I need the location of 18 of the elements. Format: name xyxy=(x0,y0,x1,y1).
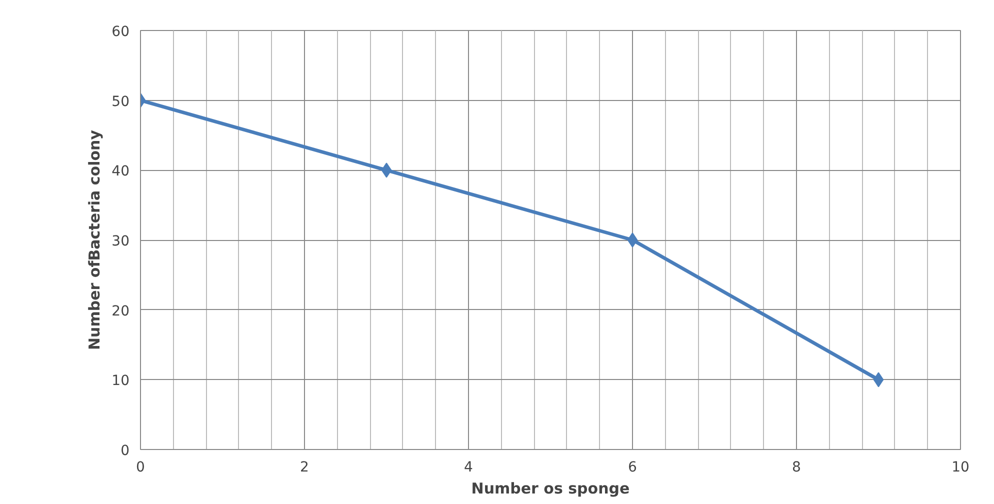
y-tick-label: 20 xyxy=(112,303,130,320)
y-tick-label: 60 xyxy=(112,24,130,40)
x-tick-label: 6 xyxy=(628,460,638,476)
x-axis-title: Number os sponge xyxy=(471,480,630,498)
y-tick-label: 0 xyxy=(120,443,130,459)
point xyxy=(381,162,392,178)
x-tick-label: 4 xyxy=(464,460,474,476)
y-tick-label: 30 xyxy=(112,234,130,250)
x-tick-label: 8 xyxy=(792,460,801,476)
point xyxy=(627,232,638,248)
x-tick-label: 0 xyxy=(136,460,145,476)
x-tick-label: 10 xyxy=(952,460,970,476)
x-tick-label: 2 xyxy=(300,460,309,476)
y-tick-label: 10 xyxy=(112,373,130,390)
y-tick-label: 50 xyxy=(112,94,130,110)
point xyxy=(873,372,884,388)
y-axis-title: Number ofBacteria colony xyxy=(86,130,104,350)
y-tick-label: 40 xyxy=(112,164,130,180)
